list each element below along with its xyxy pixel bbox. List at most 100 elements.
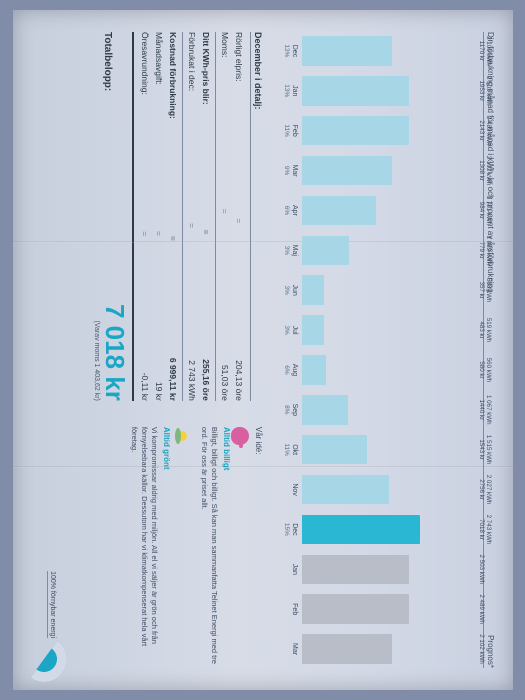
bar-value-label: 2 027 kWh2756 kr	[478, 475, 492, 505]
percent-label	[283, 550, 290, 588]
chart-column: 1 067 kWh1440 kr	[302, 391, 477, 429]
detail-key: Öresavrundning:	[140, 32, 150, 95]
detail-value: -0,11 kr	[140, 373, 150, 401]
bar	[302, 475, 389, 505]
percent-label: 11%	[283, 431, 290, 469]
detail-value: 204,13 öre	[234, 360, 244, 401]
bar	[302, 76, 409, 106]
bar-value-label: 1 089 kWh779 kr	[478, 236, 492, 266]
detail-rule	[215, 32, 216, 401]
side-title-1: Alltid billigt	[221, 427, 231, 668]
bar	[302, 275, 324, 305]
bar	[302, 594, 409, 624]
equals-sign: =	[168, 236, 178, 241]
bar	[302, 36, 392, 66]
equals-sign: =	[220, 209, 230, 214]
chart-column: 519 kWh483 kr	[302, 311, 477, 349]
side-body-1: Billigt, billigt och billigt. Så kan man…	[199, 427, 219, 668]
bar	[302, 435, 367, 465]
chart-column: 2 503 kWh1953 kr	[302, 72, 477, 110]
piggybank-icon	[231, 427, 249, 445]
bar-value-label: 2 489 kWh2143 kr	[478, 116, 492, 146]
percent-label: 13%	[283, 72, 290, 110]
vat-note: (Varav moms 1 403,62 kr)	[93, 32, 100, 401]
bar	[302, 555, 409, 585]
month-label: Dec	[291, 32, 298, 70]
bar-value-label: 2 489 kWh	[478, 594, 485, 624]
detail-row: Månadsavgift:=19 kr	[152, 32, 166, 401]
chart-column: 518 kWh357 kr	[302, 271, 477, 309]
equals-sign: =	[234, 218, 244, 223]
detail-rule	[182, 32, 183, 401]
percent-label: 6%	[283, 351, 290, 389]
detail-row: Ditt KWh-pris blir:=255,16 öre	[199, 32, 213, 401]
detail-row: Öresavrundning:=-0,11 kr	[138, 32, 152, 401]
chart-column: 2 743 kWh7018 kr	[302, 511, 477, 549]
chart-column: 1 515 kWh1543 kr	[302, 431, 477, 469]
chart-column: 2 489 kWh	[302, 590, 477, 628]
bar	[302, 236, 349, 266]
bar	[302, 156, 392, 186]
detail-value: 2 743 kWh	[187, 360, 197, 401]
detail-key: Förbrukat i dec:	[187, 32, 197, 91]
month-label: Feb	[291, 112, 298, 150]
month-label: Nov	[291, 471, 298, 509]
bar-value-label: 1 515 kWh1543 kr	[478, 435, 492, 465]
chart-column: 2 503 kWh	[302, 550, 477, 588]
detail-key: Moms:	[220, 32, 230, 58]
percent-label: 13%	[283, 32, 290, 70]
bar-value-label: 1 721 kWh984 kr	[478, 196, 492, 226]
equals-sign: =	[201, 230, 211, 235]
percent-label: 8%	[283, 391, 290, 429]
bar	[302, 355, 326, 385]
pie-label: 100% förnybar energi	[47, 571, 56, 638]
month-label: Maj	[291, 231, 298, 269]
month-label: Apr	[291, 192, 298, 230]
renewable-pie-icon	[11, 627, 75, 691]
bar-value-label: 2 100 kWh1170 kr	[478, 36, 492, 66]
bar-value-label: 2 743 kWh7018 kr	[478, 515, 492, 545]
bar	[302, 196, 376, 226]
invoice-page: Din förbrukning månad för månad i kWh, k…	[13, 10, 513, 690]
percent-label: 3%	[283, 271, 290, 309]
detail-row: Rörligt elpris: = 204,13 öre	[232, 32, 246, 401]
percent-label: 11%	[283, 112, 290, 150]
detail-key: Kostnad förbrukning:	[168, 32, 178, 119]
bar-value-label: 2 503 kWh	[478, 555, 485, 585]
side-heading: Vår idé:	[253, 427, 263, 668]
chart-column: 2 100 kWh1170 kr	[302, 32, 477, 70]
side-section-green: Alltid grönt Vi kompromissar aldrig med …	[129, 427, 189, 668]
bar-value-label: 2 102 kWh	[478, 634, 485, 664]
percent-label: 9%	[283, 152, 290, 190]
percent-label	[283, 630, 290, 668]
chart-column: 2 489 kWh2143 kr	[302, 112, 477, 150]
month-label: Dec	[291, 511, 298, 549]
lower-section: December i detalj: Rörligt elpris:=204,1…	[93, 32, 263, 668]
bar-value-label: 560 kWh580 kr	[478, 358, 492, 382]
bar-value-label: 1 067 kWh1440 kr	[478, 395, 492, 425]
month-label: Jan	[291, 72, 298, 110]
bar-value-label: 2 503 kWh1953 kr	[478, 76, 492, 106]
bar	[302, 634, 392, 664]
detail-row: Kostnad förbrukning:=6 999,11 kr	[166, 32, 180, 401]
chart-column: 2 027 kWh2756 kr	[302, 471, 477, 509]
windmill-icon	[171, 427, 189, 445]
percent-label: 3%	[283, 231, 290, 269]
month-label: Feb	[291, 590, 298, 628]
month-label: Mar	[291, 152, 298, 190]
bar	[302, 315, 324, 345]
chart-column: 1 089 kWh779 kr	[302, 231, 477, 269]
detail-key: Rörligt elpris:	[234, 32, 244, 82]
bar-value-label: 2 102 kWh1308 kr	[478, 156, 492, 186]
side-section-cheap: Alltid billigt Billigt, billigt och bill…	[199, 427, 249, 668]
percent-label: 6%	[283, 192, 290, 230]
detail-key: Ditt KWh-pris blir:	[201, 32, 211, 105]
equals-sign: =	[154, 231, 164, 236]
chart-column: 2 102 kWh	[302, 630, 477, 668]
percent-label	[283, 590, 290, 628]
month-label: Aug	[291, 351, 298, 389]
equals-sign: =	[187, 223, 197, 228]
side-title-2: Alltid grönt	[161, 427, 171, 668]
month-label: Okt	[291, 431, 298, 469]
percent-label	[283, 471, 290, 509]
